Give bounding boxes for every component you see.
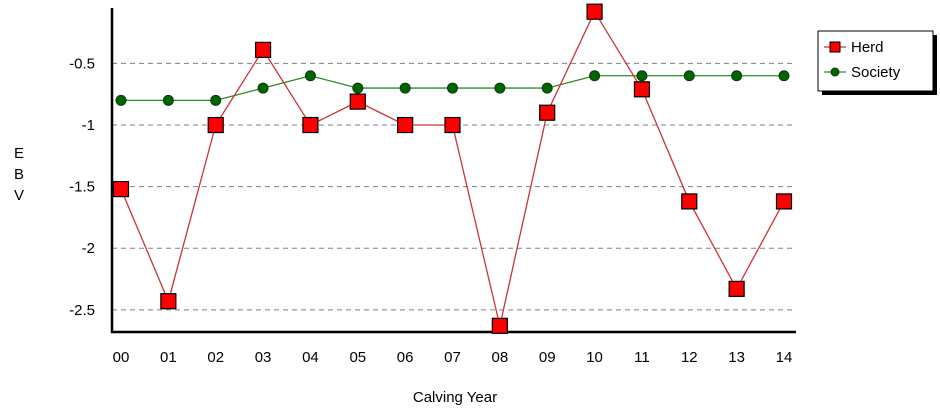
legend-label-society: Society <box>851 64 901 81</box>
x-tick-label: 07 <box>444 349 461 366</box>
legend-swatch-marker <box>830 67 840 77</box>
data-point-herd <box>207 116 224 134</box>
data-point-herd <box>775 193 793 210</box>
y-tick-label: -0.5 <box>69 55 95 72</box>
y-tick-label: -1 <box>82 117 95 134</box>
data-point-herd <box>586 3 603 20</box>
data-point-herd <box>397 116 414 134</box>
data-point-herd <box>302 116 319 134</box>
data-point-society <box>589 70 601 82</box>
legend-box <box>817 30 934 92</box>
axes <box>110 8 796 334</box>
x-tick-label: 12 <box>681 349 698 366</box>
data-point-herd <box>254 41 272 58</box>
data-point-herd <box>349 93 366 110</box>
data-point-herd <box>491 317 508 334</box>
data-point-society <box>352 82 364 94</box>
data-point-society <box>162 94 174 106</box>
data-point-herd <box>539 104 556 121</box>
x-tick-label: 13 <box>728 349 745 366</box>
y-tick-label: -2.5 <box>69 302 95 319</box>
x-tick-label: 04 <box>302 349 319 366</box>
x-tick-label: 00 <box>113 349 130 366</box>
data-point-society <box>541 82 553 94</box>
x-tick-label: 11 <box>634 349 650 366</box>
x-tick-label: 01 <box>160 349 177 366</box>
x-tick-label: 10 <box>586 349 603 366</box>
y-axis-title-letter: B <box>14 166 24 183</box>
y-tick-labels: -0.5 -1 -1.5 -2 -2.5 <box>69 55 95 318</box>
data-point-society <box>447 82 458 94</box>
data-point-society <box>731 70 743 82</box>
data-point-society <box>115 94 127 106</box>
data-point-society <box>257 82 269 94</box>
x-tick-label: 09 <box>539 349 556 366</box>
x-tick-label: 08 <box>492 349 509 366</box>
series-line-herd <box>120 10 785 326</box>
data-point-society <box>494 82 506 94</box>
x-tick-label: 05 <box>349 349 366 366</box>
x-tick-label: 14 <box>776 349 793 366</box>
legend-swatch-marker <box>829 41 841 53</box>
data-point-society <box>778 70 790 82</box>
data-point-herd <box>681 193 698 210</box>
x-axis-title: Calving Year <box>413 389 497 406</box>
legend: Herd Society <box>817 30 937 95</box>
data-point-herd <box>728 280 745 297</box>
data-point-herd <box>112 180 130 198</box>
y-axis-title-letter: V <box>14 187 24 204</box>
data-point-society <box>683 70 695 82</box>
x-tick-label: 03 <box>255 349 272 366</box>
data-point-society <box>399 82 411 94</box>
x-tick-label: 02 <box>207 349 224 366</box>
y-axis-title: EBV <box>14 145 24 204</box>
data-point-society <box>636 70 648 82</box>
data-point-society <box>304 70 316 82</box>
x-tick-labels: 00 01 02 03 04 05 06 07 08 09 10 11 12 13 14 <box>113 349 793 366</box>
data-point-herd <box>160 293 177 310</box>
y-tick-label: -1.5 <box>69 179 95 196</box>
data-point-herd <box>444 116 461 134</box>
series-lines <box>112 3 793 334</box>
legend-label-herd: Herd <box>851 39 884 56</box>
data-point-herd <box>633 81 651 98</box>
x-tick-label: 06 <box>397 349 414 366</box>
data-point-society <box>210 94 222 106</box>
y-axis-title-letter: E <box>14 145 24 162</box>
y-tick-label: -2 <box>82 240 95 257</box>
